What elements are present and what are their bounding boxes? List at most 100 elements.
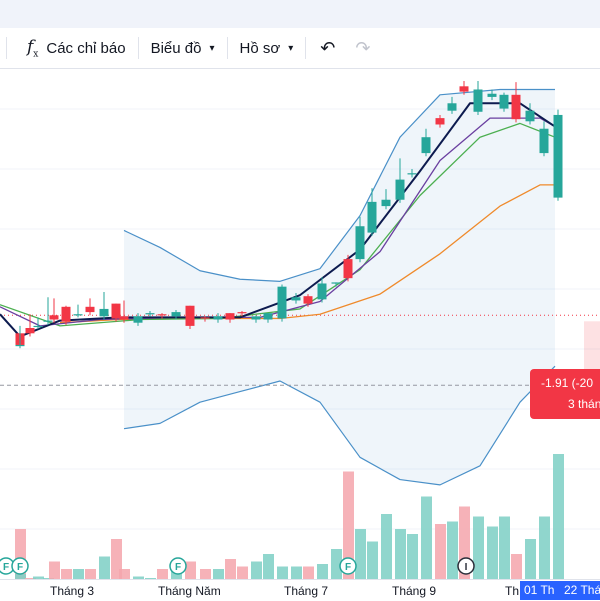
volume-bar	[213, 569, 224, 579]
volume-bar	[200, 569, 211, 579]
profile-label: Hồ sơ	[239, 39, 281, 57]
candle-body	[145, 313, 155, 315]
candle-body	[407, 173, 417, 175]
event-marker-letter: F	[17, 562, 23, 573]
volume-bar	[525, 539, 536, 579]
candle-body	[73, 314, 83, 316]
price-change-badge: -1.91 (-20 3 thán	[530, 369, 600, 419]
candle-body	[277, 286, 287, 319]
bollinger-lower-line	[123, 365, 556, 486]
volume-bar	[553, 454, 564, 579]
volume-bar	[263, 554, 274, 579]
candle-body	[525, 110, 535, 122]
candle-body	[473, 89, 483, 112]
volume-bar	[499, 516, 510, 579]
volume-bar	[225, 559, 236, 579]
event-marker-icon	[169, 557, 187, 575]
event-marker-icon	[11, 557, 29, 575]
event-marker-letter: F	[345, 562, 351, 573]
countdown-text: 3 thán	[568, 397, 600, 411]
candle-body	[381, 199, 391, 207]
volume-bar	[85, 569, 96, 579]
toolbar-divider	[6, 37, 7, 59]
chart-type-button[interactable]: Biểu đồ ▾	[143, 32, 223, 64]
event-marker-icon	[339, 557, 357, 575]
volume-bar	[15, 529, 26, 579]
candle-body	[171, 312, 181, 317]
candle-body	[459, 86, 469, 92]
candle-body	[447, 103, 457, 111]
toolbar-divider	[305, 37, 307, 59]
x-highlight-label: 22 Thá	[560, 581, 600, 600]
bollinger-band-fill	[124, 89, 555, 485]
candle-body	[185, 305, 195, 326]
volume-bar	[119, 569, 130, 579]
volume-bar	[15, 574, 26, 579]
window-top-strip	[0, 0, 600, 28]
candle-body	[367, 201, 377, 233]
candle-body	[49, 315, 59, 320]
volume-bar	[459, 506, 470, 579]
event-marker-letter: I	[465, 562, 468, 573]
candle-body	[61, 306, 71, 322]
candle-body	[15, 344, 25, 347]
candle-body	[225, 313, 235, 320]
candle-body	[99, 308, 109, 317]
volume-bar	[61, 569, 72, 579]
candle-body	[343, 259, 353, 279]
x-tick-label: Tháng 7	[284, 584, 329, 598]
x-tick-label: Tháng Năm	[158, 584, 221, 598]
time-axis[interactable]	[0, 579, 600, 601]
price-change-text: -1.91 (-20	[541, 376, 594, 390]
bollinger-upper-line	[123, 88, 555, 282]
volume-bar	[185, 561, 196, 579]
candle-body	[553, 114, 563, 198]
candle-body	[317, 283, 327, 300]
volume-bar	[395, 529, 406, 579]
volume-bar	[539, 516, 550, 579]
candle-body	[251, 316, 261, 320]
volume-bar	[33, 576, 44, 579]
volume-bar	[447, 521, 458, 579]
volume-bar	[473, 516, 484, 579]
indicators-button[interactable]: fx Các chỉ báo	[19, 32, 134, 64]
undo-icon[interactable]: ↶	[320, 37, 336, 58]
redo-icon[interactable]: ↷	[355, 37, 371, 58]
toolbar-divider	[137, 37, 139, 59]
profile-button[interactable]: Hồ sơ ▾	[232, 32, 302, 64]
candle-body	[331, 282, 341, 284]
candle-body	[539, 128, 549, 154]
candle-body	[435, 118, 445, 125]
volume-bar	[355, 529, 366, 579]
volume-bar	[367, 541, 378, 579]
chart-type-label: Biểu đồ	[150, 39, 202, 57]
volume-bar	[277, 566, 288, 579]
candle-body	[213, 316, 223, 320]
candle-body	[33, 325, 43, 328]
volume-bar	[49, 561, 60, 579]
volume-bar	[43, 578, 54, 579]
event-marker-icon	[457, 557, 475, 575]
chart-toolbar: fx Các chỉ báo Biểu đồ ▾ Hồ sơ ▾ ↶ ↷	[0, 28, 600, 69]
volume-bar	[133, 576, 144, 579]
volume-bar	[381, 514, 392, 579]
volume-bar	[407, 534, 418, 579]
volume-bar	[251, 561, 262, 579]
event-marker-letter: F	[3, 562, 9, 573]
candle-body	[111, 303, 121, 319]
candle-body	[395, 179, 405, 200]
indicators-label: Các chỉ báo	[46, 39, 126, 57]
x-highlight-label: 01 Th	[520, 581, 566, 600]
chevron-down-icon: ▾	[209, 42, 215, 54]
candle-body	[355, 226, 365, 260]
candle-body	[200, 317, 210, 319]
ma-mid-line	[0, 117, 556, 327]
volume-bar	[157, 569, 168, 579]
candle-body	[237, 312, 247, 314]
volume-bar	[421, 496, 432, 579]
volume-bar	[303, 566, 314, 579]
fx-icon: fx	[27, 36, 39, 60]
candle-body	[119, 316, 129, 320]
x-tick-label: Th	[505, 584, 520, 598]
